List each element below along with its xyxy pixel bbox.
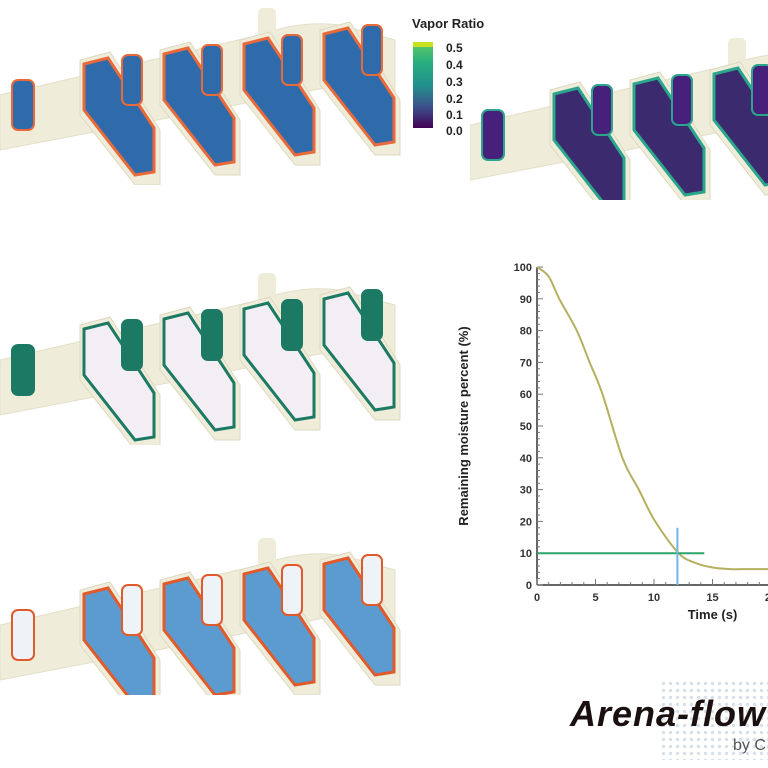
colorbar-tick: 0.2 — [446, 92, 463, 106]
slot-section-small — [121, 319, 143, 371]
logo-dots — [660, 680, 768, 760]
x-tick-label: 10 — [648, 592, 660, 604]
colorbar-tick: 0.0 — [446, 124, 463, 138]
slot-section-small — [671, 74, 693, 126]
colorbar-tick: 0.1 — [446, 108, 463, 122]
slot-section-small — [121, 584, 143, 636]
y-axis-label: Remaining moisture percent (%) — [456, 326, 471, 525]
x-tick-label: 5 — [592, 592, 598, 604]
pipe-stub — [258, 538, 276, 568]
y-tick-label: 30 — [520, 485, 532, 497]
slot-section-end — [11, 344, 35, 396]
slot-section-small — [121, 54, 143, 106]
slot-section — [162, 311, 236, 432]
slot-section — [322, 291, 396, 412]
colorbar-title: Vapor Ratio — [412, 16, 485, 31]
slot-section — [322, 26, 396, 147]
slot-section-small — [751, 64, 768, 116]
y-tick-label: 90 — [520, 294, 532, 306]
x-axis-label: Time (s) — [688, 607, 738, 622]
colorbar-tick: 0.4 — [446, 58, 463, 72]
slot-section-small — [281, 564, 303, 616]
colorbar-tick: 0.5 — [446, 41, 463, 55]
pipe-stub — [258, 273, 276, 303]
slot-section — [242, 566, 316, 687]
y-tick-label: 40 — [520, 453, 532, 465]
moisture-curve — [536, 266, 768, 571]
slot-section-small — [281, 34, 303, 86]
slot-section-small — [361, 554, 383, 606]
slot-section — [242, 301, 316, 422]
arena-flow-logo: Arena-flow — [570, 693, 767, 734]
slot-section — [162, 576, 236, 695]
slot-section — [82, 321, 156, 442]
slot-section-end — [11, 79, 35, 131]
colorbar-gradient — [413, 42, 433, 128]
slot-section-small — [281, 299, 303, 351]
slot-section-small — [361, 289, 383, 341]
y-tick-label: 0 — [526, 580, 532, 592]
slot-section — [552, 86, 626, 200]
colorbar-tick: 0.3 — [446, 75, 463, 89]
slot-section-small — [201, 574, 223, 626]
slot-section-small — [201, 44, 223, 96]
pipe-stub — [258, 8, 276, 38]
pipe-stub — [728, 38, 746, 68]
slot-section-small — [201, 309, 223, 361]
y-tick-label: 100 — [514, 262, 532, 274]
y-tick-label: 80 — [520, 326, 532, 338]
slot-section-end — [481, 109, 505, 161]
render-top-left — [0, 8, 401, 185]
logo-byline: by C — [733, 737, 766, 754]
moisture-chart: 0 10 20 30 40 50 60 70 80 90 100 0 5 10 15 20 Time (s) Re… — [456, 262, 768, 622]
slot-section — [322, 556, 396, 677]
slot-section — [82, 586, 156, 695]
slot-section — [632, 76, 706, 197]
render-bottom-left — [0, 538, 401, 695]
x-tick-label: 20 — [765, 592, 768, 604]
y-tick-label: 20 — [520, 516, 532, 528]
slot-section-small — [361, 24, 383, 76]
y-tick-label: 60 — [520, 389, 532, 401]
render-top-right — [470, 38, 768, 200]
y-tick-label: 50 — [520, 421, 532, 433]
slot-section — [242, 36, 316, 157]
x-tick-label: 0 — [534, 592, 540, 604]
slot-section-end — [11, 609, 35, 661]
render-middle-left — [0, 273, 401, 445]
slot-section — [162, 46, 236, 167]
slot-section — [82, 56, 156, 177]
x-tick-label: 15 — [706, 592, 718, 604]
slot-section-small — [591, 84, 613, 136]
y-tick-label: 70 — [520, 357, 532, 369]
y-tick-label: 10 — [520, 548, 532, 560]
